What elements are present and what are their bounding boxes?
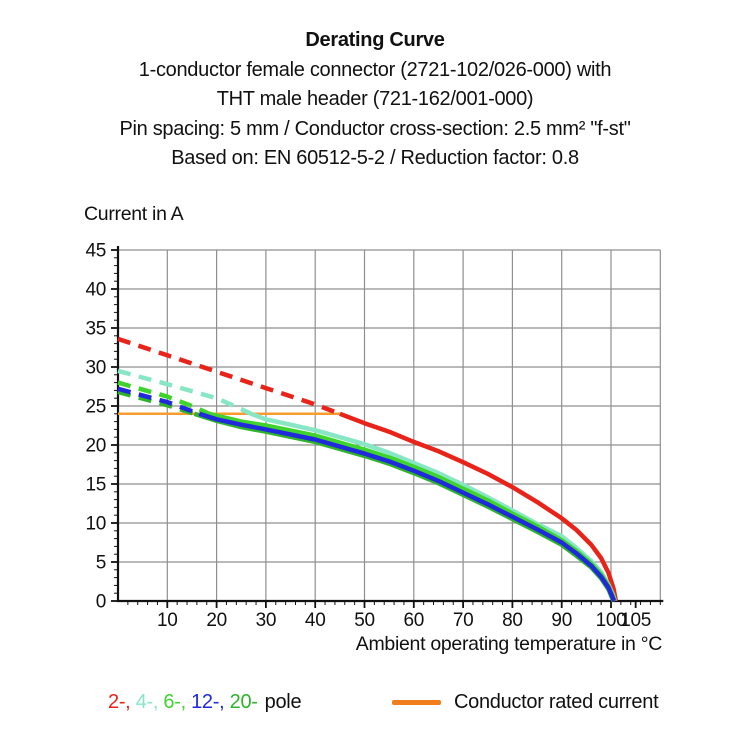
legend-pole-label: 20-	[229, 691, 258, 713]
y-axis-title: Current in A	[84, 203, 184, 225]
x-tick-label: 100	[596, 610, 627, 631]
x-tick-label: 105	[620, 610, 651, 631]
subtitle-line-3: Pin spacing: 5 mm / Conductor cross-sect…	[119, 117, 631, 140]
subtitle-line-2: THT male header (721-162/001-000)	[216, 88, 534, 110]
x-axis-title: Ambient operating temperature in °C	[355, 633, 663, 655]
y-tick-label: 30	[85, 358, 106, 379]
series-dashed-2-pole	[117, 336, 341, 416]
legend-pole-label: 2-,	[108, 691, 136, 713]
x-tick-label: 40	[305, 610, 326, 631]
y-tick-label: 5	[96, 553, 106, 574]
chart-title: Derating Curve	[305, 29, 445, 51]
y-tick-label: 45	[85, 241, 106, 262]
x-tick-label: 60	[404, 610, 425, 631]
rated-current-label: Conductor rated current	[454, 691, 659, 713]
x-tick-label: 70	[453, 610, 474, 631]
series-solid-20-pole	[193, 411, 616, 602]
x-tick-label: 90	[551, 610, 572, 631]
series-dashed-6-pole	[117, 380, 211, 416]
x-tick-label: 20	[206, 610, 227, 631]
legend-pole-suffix: pole	[264, 691, 302, 713]
x-tick-label: 80	[502, 610, 523, 631]
legend-pole-label: 12-,	[191, 691, 230, 713]
y-tick-label: 20	[85, 436, 106, 457]
y-tick-label: 40	[85, 280, 106, 301]
y-tick-label: 35	[85, 319, 106, 340]
y-tick-label: 25	[85, 397, 106, 418]
series-dashed-12-pole	[117, 386, 201, 416]
title-block: Derating Curve 1-conductor female connec…	[0, 26, 750, 174]
x-tick-label: 30	[256, 610, 277, 631]
y-tick-label: 15	[85, 475, 106, 496]
legend-pole-list: 2-, 4-, 6-, 12-, 20- pole	[108, 691, 302, 714]
x-tick-label: 50	[354, 610, 375, 631]
series-solid-2-pole	[339, 411, 619, 602]
legend-rated-current: Conductor rated current	[392, 691, 659, 714]
series-dashed-4-pole	[117, 368, 253, 416]
x-tick-label: 10	[157, 610, 178, 631]
subtitle-line-4: Based on: EN 60512-5-2 / Reduction facto…	[171, 147, 579, 169]
legend-pole-label: 6-,	[163, 691, 192, 713]
y-tick-label: 10	[85, 514, 106, 535]
subtitle-line-1: 1-conductor female connector (2721-102/0…	[138, 58, 612, 81]
rated-current-line-swatch	[392, 700, 441, 705]
y-tick-label: 0	[96, 592, 106, 613]
series-solid-12-pole	[198, 411, 617, 602]
legend-pole-label: 4-,	[135, 691, 164, 713]
